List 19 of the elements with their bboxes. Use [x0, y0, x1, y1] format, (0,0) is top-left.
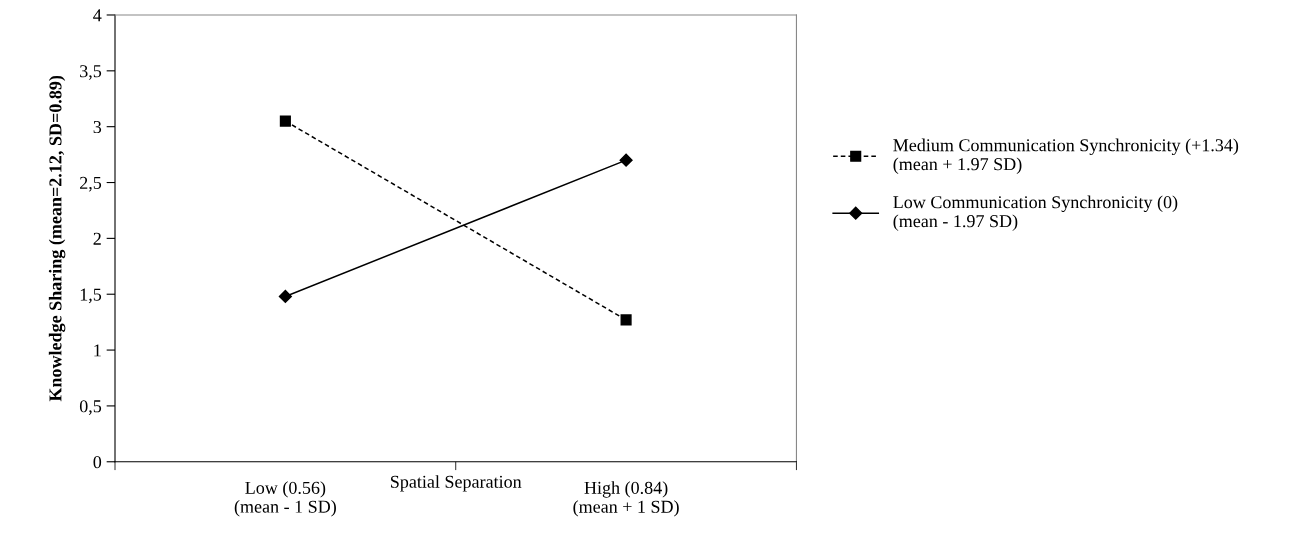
y-tick-label: 3 [93, 120, 102, 134]
x-tick-label: High (0.84) (mean + 1 SD) [573, 481, 679, 517]
point [620, 314, 632, 326]
x-tick-label: Low (0.56) (mean - 1 SD) [234, 481, 336, 517]
y-tick-label: 1 [94, 344, 101, 357]
y-tick-label: 4 [93, 9, 102, 22]
y-tick-label: 2 [93, 232, 101, 245]
point [279, 115, 291, 127]
legend-label: Medium Communication Synchronicity (+1.34) (mean + 1.97 SD) [893, 138, 1239, 174]
legend-label: Low Communication Synchronicity (0) (mean - 1.97 SD) [893, 195, 1178, 231]
y-tick-label: 2,5 [80, 176, 102, 192]
y-tick-label: 0 [93, 456, 102, 469]
x-axis-title: Spatial Separation [391, 475, 522, 492]
point [619, 153, 633, 167]
y-tick-label: 1,5 [80, 288, 102, 304]
y-axis-title: Knowledge Sharing (mean=2.12, SD=0.89) [48, 75, 66, 402]
y-tick-label: 3,5 [80, 65, 102, 80]
y-tick-label: 0,5 [79, 400, 102, 415]
point [278, 289, 292, 304]
